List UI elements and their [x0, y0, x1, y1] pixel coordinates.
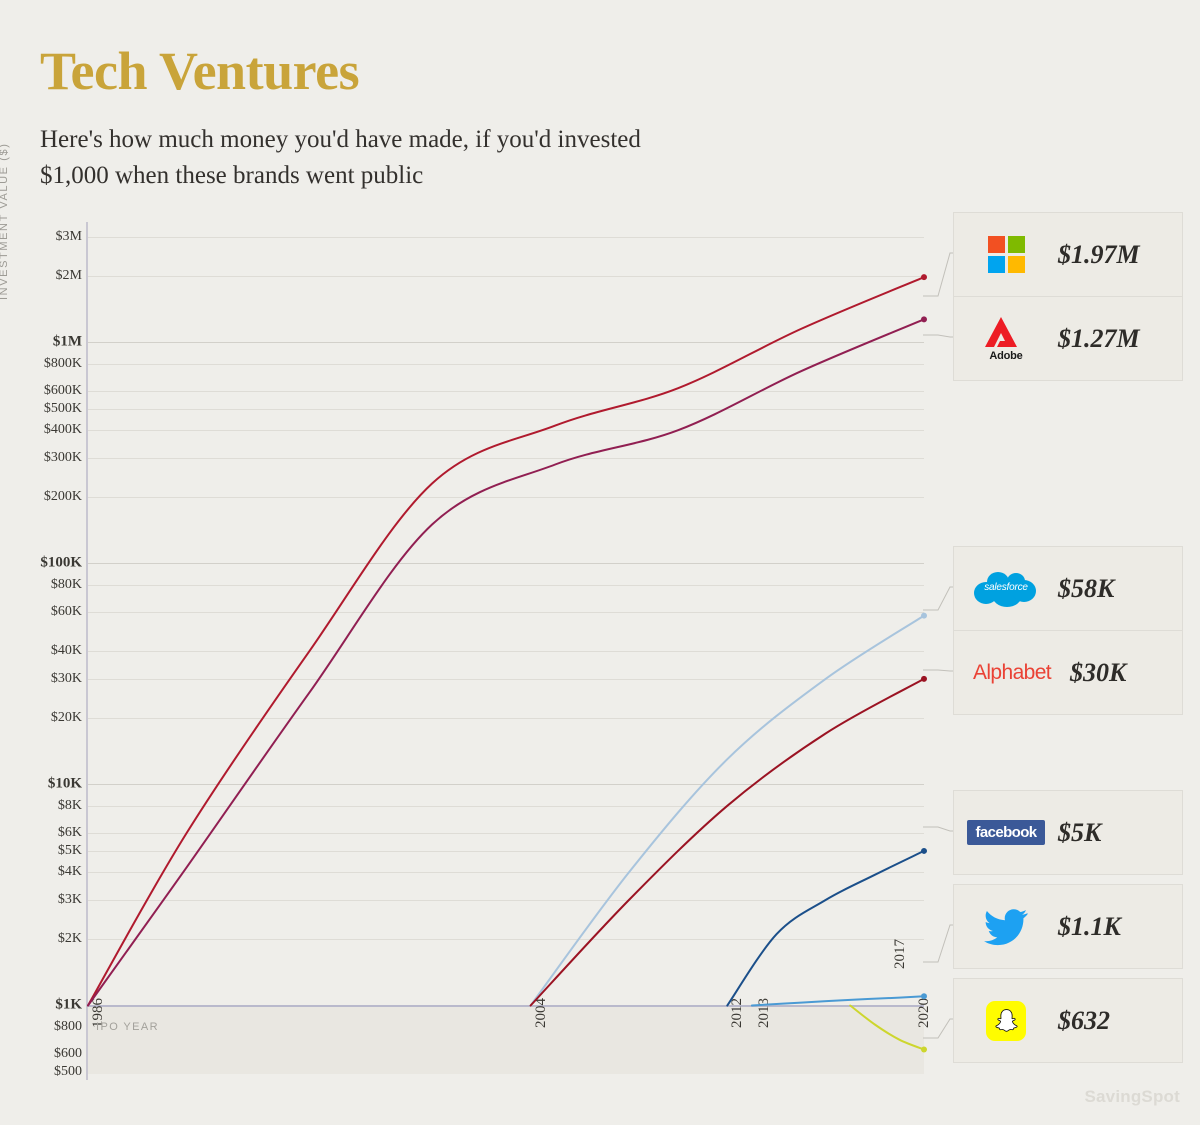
y-axis-tick-200K: $200K	[43, 488, 82, 504]
y-axis-tick-1K: $1K	[55, 996, 82, 1013]
y-axis-tick-2M: $2M	[55, 267, 82, 283]
y-axis-tick-4K: $4K	[57, 864, 82, 880]
legend-value-alphabet: $30K	[1070, 657, 1127, 687]
brand-watermark: SavingSpot	[1084, 1087, 1180, 1106]
legend-connector	[923, 826, 953, 832]
legend-value-facebook: $5K	[1058, 817, 1102, 847]
legend-connector	[923, 924, 953, 963]
gridline	[88, 717, 924, 719]
adobe-logo: Adobe	[954, 315, 1058, 362]
x-axis-title: IPO YEAR	[96, 1021, 159, 1033]
legend-card-adobe[interactable]: Adobe $1.27M	[953, 296, 1183, 381]
gridline	[88, 651, 924, 653]
facebook-logo: facebook	[954, 820, 1058, 845]
gridline	[88, 363, 924, 365]
gridline	[88, 275, 924, 277]
y-axis-tick-10K: $10K	[47, 775, 82, 792]
y-axis-tick-600K: $600K	[43, 383, 82, 399]
y-axis-tick-20K: $20K	[50, 709, 82, 725]
gridline	[88, 850, 924, 852]
gridline	[88, 584, 924, 586]
alphabet-logo: Alphabet	[954, 661, 1070, 685]
gridline	[88, 457, 924, 459]
legend-value-salesforce: $58K	[1058, 573, 1115, 603]
x-axis-tick-2020: 2020	[916, 998, 932, 1028]
x-axis-tick-2004: 2004	[532, 998, 549, 1028]
legend-card-twitter[interactable]: $1.1K	[953, 884, 1183, 969]
y-axis-tick-800: $800	[54, 1018, 82, 1034]
legend-card-snapchat[interactable]: $632	[953, 978, 1183, 1063]
y-axis-tick-60K: $60K	[50, 604, 82, 620]
legend-connector	[923, 252, 953, 297]
legend-card-alphabet[interactable]: Alphabet $30K	[953, 630, 1183, 715]
below-baseline-band	[88, 1007, 924, 1074]
legend-card-salesforce[interactable]: salesforce $58K	[953, 546, 1183, 631]
gridline	[88, 408, 924, 410]
y-axis-tick-500K: $500K	[43, 400, 82, 416]
gridline	[88, 430, 924, 432]
legend-connector	[923, 334, 953, 338]
legend-card-microsoft[interactable]: $1.97M	[953, 212, 1183, 297]
gridline	[88, 805, 924, 807]
salesforce-logo: salesforce	[954, 569, 1058, 609]
y-axis-labels: $3M $2M $1M $800K $600K $500K $400K $300K $200K $…	[0, 222, 82, 1082]
gridline	[88, 612, 924, 614]
microsoft-logo	[954, 236, 1058, 273]
gridline	[88, 899, 924, 901]
plot-area	[88, 222, 924, 1074]
y-axis-tick-40K: $40K	[50, 643, 82, 659]
x-axis-tick-2017: 2017	[892, 939, 909, 969]
facebook-wordmark: facebook	[967, 820, 1045, 845]
snapchat-logo	[954, 1000, 1058, 1041]
gridline	[88, 342, 924, 344]
y-axis-tick-5K: $5K	[57, 842, 82, 858]
y-axis-tick-6K: $6K	[57, 825, 82, 841]
legend-connector	[923, 586, 953, 611]
x-axis-tick-2012: 2012	[729, 998, 746, 1028]
gridline	[88, 938, 924, 940]
y-axis-tick-80K: $80K	[50, 576, 82, 592]
legend-value-adobe: $1.27M	[1058, 323, 1140, 353]
salesforce-wordmark: salesforce	[984, 581, 1028, 593]
y-axis-tick-800K: $800K	[43, 355, 82, 371]
x-axis-tick-2013: 2013	[755, 998, 772, 1028]
y-axis-tick-3K: $3K	[57, 891, 82, 907]
y-axis-tick-400K: $400K	[43, 422, 82, 438]
page-title: Tech Ventures	[40, 41, 360, 101]
y-axis-tick-100K: $100K	[40, 554, 82, 571]
y-axis-tick-30K: $30K	[50, 670, 82, 686]
gridline	[88, 872, 924, 874]
gridline	[88, 833, 924, 835]
legend-value-microsoft: $1.97M	[1058, 239, 1140, 269]
legend-card-facebook[interactable]: facebook $5K	[953, 790, 1183, 875]
twitter-logo	[954, 908, 1058, 946]
y-axis-tick-2K: $2K	[57, 930, 82, 946]
gridline	[88, 496, 924, 498]
legend-value-snapchat: $632	[1058, 1005, 1110, 1035]
adobe-wordmark: Adobe	[989, 350, 1023, 362]
gridline	[88, 563, 924, 565]
y-axis-tick-300K: $300K	[43, 449, 82, 465]
y-axis-tick-500: $500	[54, 1064, 82, 1079]
y-axis-tick-3M: $3M	[55, 228, 82, 244]
y-axis-tick-8K: $8K	[57, 797, 82, 813]
page-subtitle: Here's how much money you'd have made, i…	[40, 126, 641, 189]
y-axis-tick-600: $600	[54, 1046, 82, 1062]
gridline	[88, 784, 924, 786]
y-axis-tick-1M: $1M	[52, 333, 82, 350]
legend-connector	[923, 669, 953, 672]
legend-value-twitter: $1.1K	[1058, 911, 1121, 941]
alphabet-wordmark: Alphabet	[972, 660, 1052, 684]
gridline	[88, 678, 924, 680]
gridline	[88, 236, 924, 238]
gridline	[88, 391, 924, 393]
